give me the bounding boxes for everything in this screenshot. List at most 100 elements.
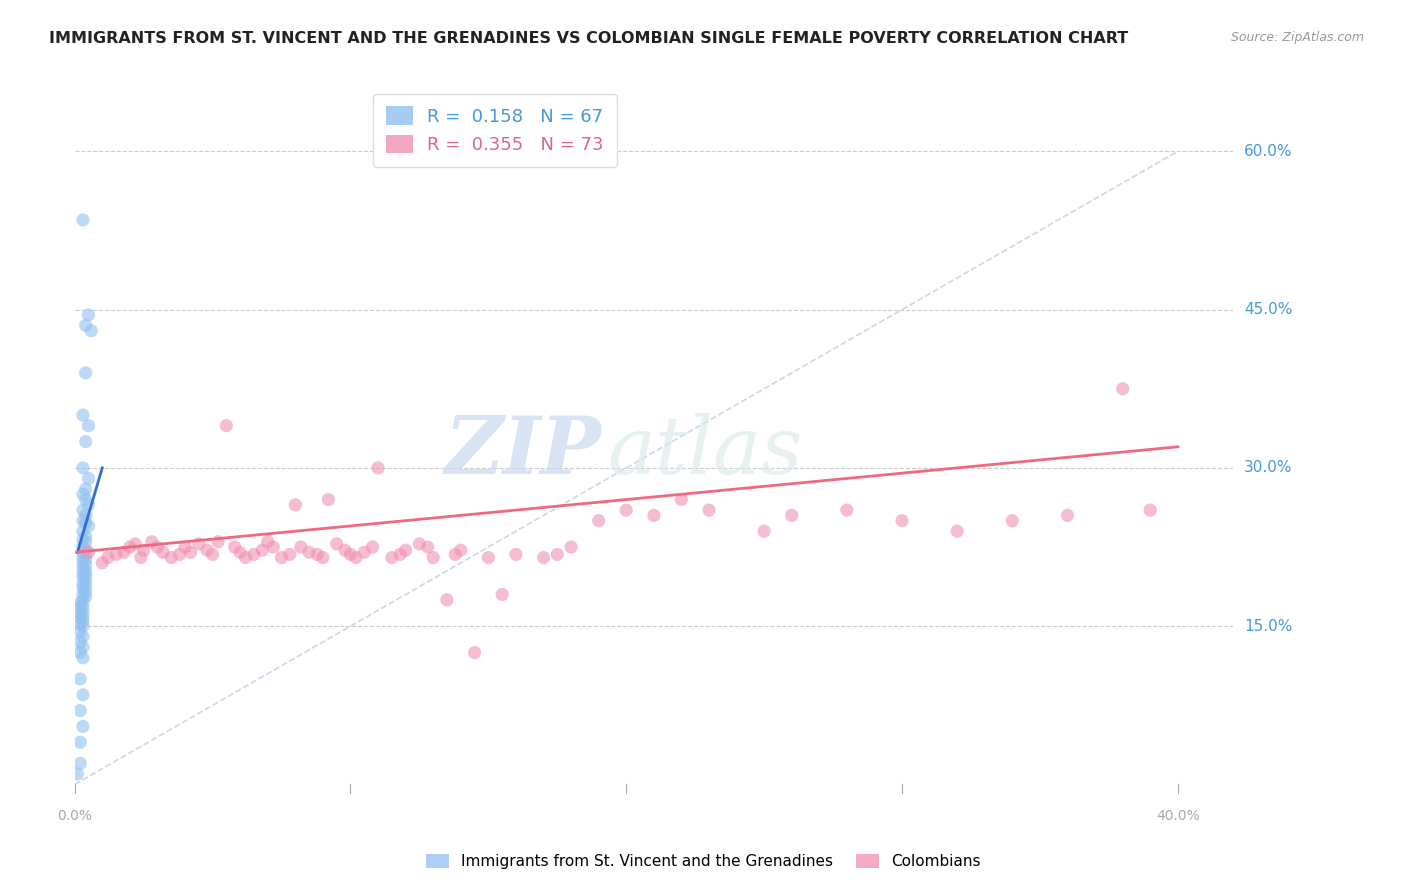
Point [394, 543, 416, 558]
Point [72, 524, 94, 539]
Point [195, 543, 218, 558]
Point [416, 540, 439, 554]
Point [112, 545, 135, 559]
Point [97, 550, 120, 565]
Point [697, 503, 720, 517]
Point [72, 503, 94, 517]
Point [75, 366, 97, 380]
Point [270, 550, 292, 565]
Point [72, 487, 94, 501]
Point [229, 545, 252, 559]
Point [77, 519, 100, 533]
Point [560, 540, 582, 554]
Point [72, 540, 94, 554]
Point [75, 516, 97, 530]
Point [80, 324, 103, 338]
Point [450, 543, 472, 558]
Point [307, 548, 329, 562]
Text: 45.0%: 45.0% [1244, 302, 1292, 317]
Point [69, 596, 91, 610]
Point [75, 534, 97, 549]
Point [69, 672, 91, 686]
Point [215, 418, 238, 433]
Point [72, 581, 94, 595]
Point [290, 540, 312, 554]
Text: 0.0%: 0.0% [58, 809, 93, 823]
Point [75, 318, 97, 333]
Point [174, 540, 197, 554]
Point [69, 607, 91, 621]
Point [72, 533, 94, 547]
Point [141, 534, 163, 549]
Point [75, 434, 97, 449]
Point [69, 646, 91, 660]
Point [235, 550, 257, 565]
Point [75, 552, 97, 566]
Point [361, 540, 384, 554]
Point [75, 529, 97, 543]
Point [643, 508, 665, 523]
Point [250, 543, 273, 558]
Text: 60.0%: 60.0% [1244, 144, 1292, 159]
Point [780, 508, 803, 523]
Point [77, 308, 100, 322]
Point [69, 735, 91, 749]
Point [72, 514, 94, 528]
Point [614, 503, 637, 517]
Point [72, 619, 94, 633]
Point [72, 719, 94, 733]
Point [72, 608, 94, 623]
Legend: Immigrants from St. Vincent and the Grenadines, Colombians: Immigrants from St. Vincent and the Gren… [419, 848, 987, 875]
Point [72, 545, 94, 559]
Point [75, 590, 97, 604]
Point [77, 418, 100, 433]
Point [72, 577, 94, 591]
Point [444, 548, 467, 562]
Point [75, 568, 97, 582]
Text: atlas: atlas [607, 413, 803, 491]
Point [69, 756, 91, 771]
Point [75, 564, 97, 578]
Point [72, 688, 94, 702]
Point [284, 498, 307, 512]
Point [389, 548, 412, 562]
Point [91, 556, 114, 570]
Point [533, 550, 555, 565]
Point [381, 550, 404, 565]
Point [72, 408, 94, 422]
Point [72, 588, 94, 602]
Point [69, 611, 91, 625]
Point [72, 213, 94, 227]
Point [129, 550, 152, 565]
Point [207, 534, 229, 549]
Point [477, 550, 499, 565]
Legend: R =  0.158   N = 67, R =  0.355   N = 73: R = 0.158 N = 67, R = 0.355 N = 73 [373, 94, 617, 167]
Point [105, 548, 128, 562]
Text: 30.0%: 30.0% [1244, 460, 1292, 475]
Point [69, 624, 91, 639]
Point [464, 646, 486, 660]
Point [408, 537, 430, 551]
Point [69, 635, 91, 649]
Point [546, 548, 568, 562]
Point [69, 600, 91, 615]
Point [278, 548, 301, 562]
Point [835, 503, 858, 517]
Point [69, 704, 91, 718]
Point [671, 492, 693, 507]
Point [69, 617, 91, 632]
Point [505, 548, 527, 562]
Point [72, 592, 94, 607]
Point [77, 498, 100, 512]
Point [72, 650, 94, 665]
Point [118, 540, 141, 554]
Point [262, 540, 284, 554]
Point [75, 543, 97, 558]
Point [1111, 382, 1133, 396]
Point [318, 492, 340, 507]
Point [75, 584, 97, 599]
Point [256, 534, 278, 549]
Point [1001, 514, 1024, 528]
Point [312, 550, 335, 565]
Text: 40.0%: 40.0% [1156, 809, 1199, 823]
